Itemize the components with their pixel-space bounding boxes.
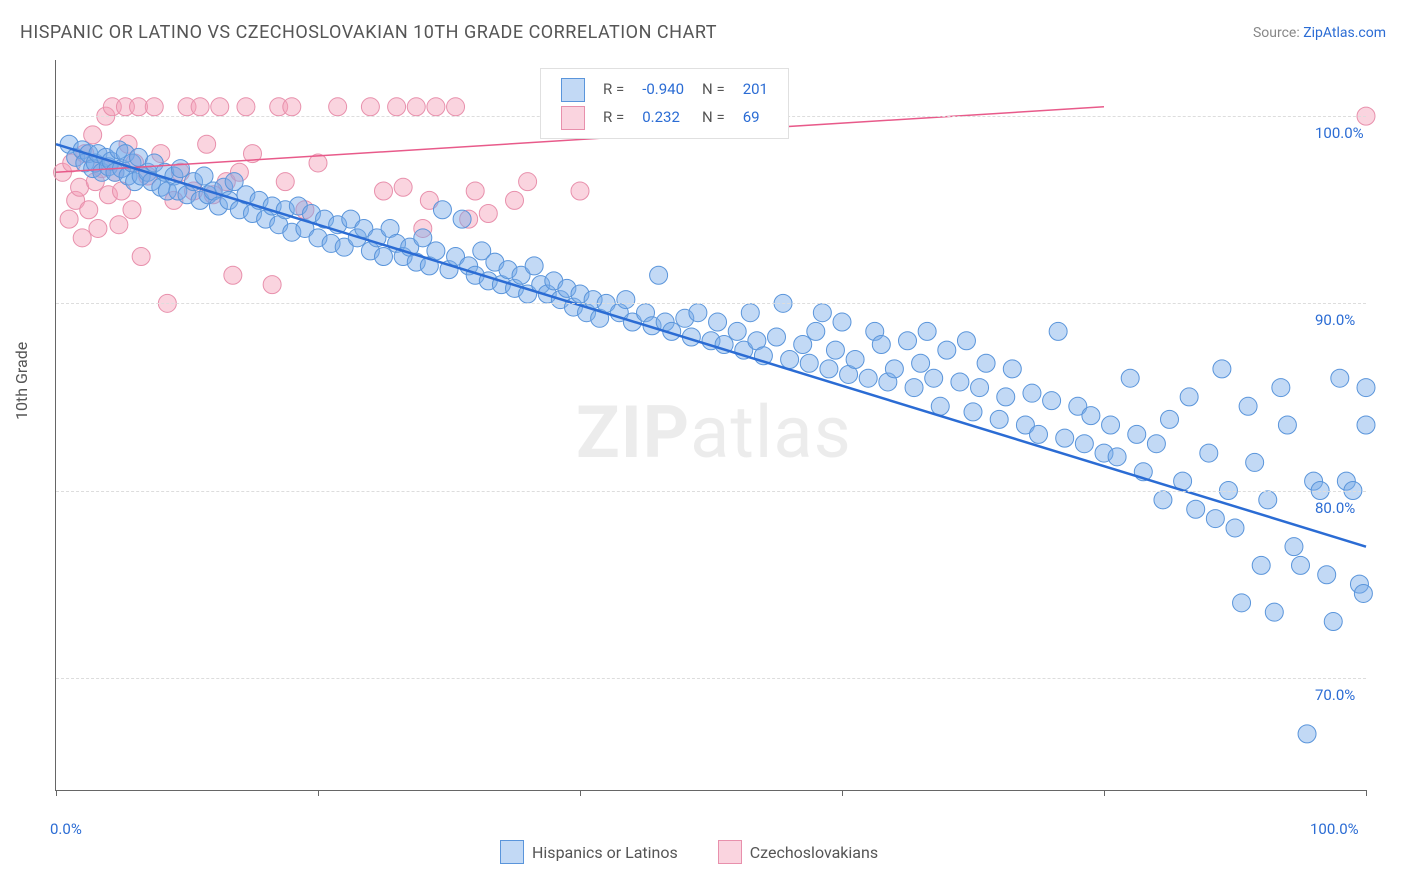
y-tick-label: 100.0% bbox=[1315, 124, 1364, 142]
swatch-pink-icon bbox=[718, 840, 742, 864]
source-link[interactable]: ZipAtlas.com bbox=[1303, 25, 1386, 41]
legend-row-blue: R = -0.940 N = 201 bbox=[553, 77, 776, 103]
chart-svg bbox=[56, 60, 1366, 790]
legend-item-pink: Czechoslovakians bbox=[718, 840, 878, 864]
legend-row-pink: R = 0.232 N = 69 bbox=[553, 105, 776, 131]
swatch-pink bbox=[561, 106, 585, 130]
legend-item-blue: Hispanics or Latinos bbox=[500, 840, 678, 864]
chart-plot-area: ZIPatlas bbox=[55, 60, 1366, 791]
series-legend: Hispanics or Latinos Czechoslovakians bbox=[500, 840, 878, 864]
swatch-blue bbox=[561, 78, 585, 102]
source-label: Source: ZipAtlas.com bbox=[1253, 25, 1386, 41]
correlation-legend: R = -0.940 N = 201 R = 0.232 N = 69 bbox=[540, 68, 789, 139]
y-axis-label: 10th Grade bbox=[12, 342, 31, 420]
y-tick-label: 90.0% bbox=[1315, 311, 1355, 329]
y-tick-label: 70.0% bbox=[1315, 686, 1355, 704]
x-tick-label: 0.0% bbox=[50, 820, 82, 838]
x-tick-label: 100.0% bbox=[1310, 820, 1359, 838]
swatch-blue-icon bbox=[500, 840, 524, 864]
y-tick-label: 80.0% bbox=[1315, 499, 1355, 517]
chart-title: HISPANIC OR LATINO VS CZECHOSLOVAKIAN 10… bbox=[20, 22, 717, 43]
